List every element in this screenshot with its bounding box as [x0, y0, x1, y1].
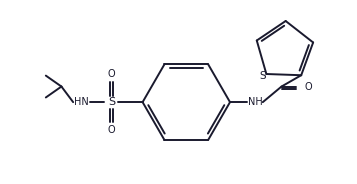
Text: S: S — [259, 71, 266, 81]
Text: O: O — [107, 125, 115, 135]
Text: O: O — [107, 69, 115, 79]
Text: O: O — [304, 82, 312, 91]
Text: S: S — [108, 97, 115, 107]
Text: NH: NH — [248, 97, 262, 107]
Text: HN: HN — [74, 97, 89, 107]
